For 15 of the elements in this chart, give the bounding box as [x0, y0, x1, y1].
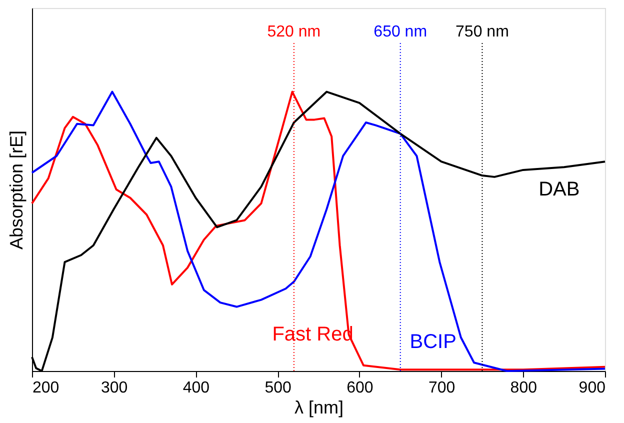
ref-line-label: 520 nm	[267, 24, 321, 41]
y-axis-title: Absorption [rE]	[6, 130, 26, 250]
x-tick-label: 300	[101, 380, 128, 396]
x-tick-label: 500	[264, 380, 292, 396]
ref-line-label: 650 nm	[374, 24, 428, 41]
x-tick-label: 600	[346, 380, 374, 396]
x-tick-label: 200	[32, 380, 60, 396]
x-tick-label: 400	[182, 380, 210, 396]
series-label: BCIP	[410, 330, 456, 353]
ref-line-label: 750 nm	[456, 24, 509, 41]
series-label: DAB	[538, 178, 580, 200]
x-tick-label: 900	[578, 380, 606, 396]
x-tick-label: 800	[510, 380, 538, 396]
x-tick-label: 700	[428, 380, 456, 396]
x-axis-title: λ [nm]	[294, 398, 344, 418]
